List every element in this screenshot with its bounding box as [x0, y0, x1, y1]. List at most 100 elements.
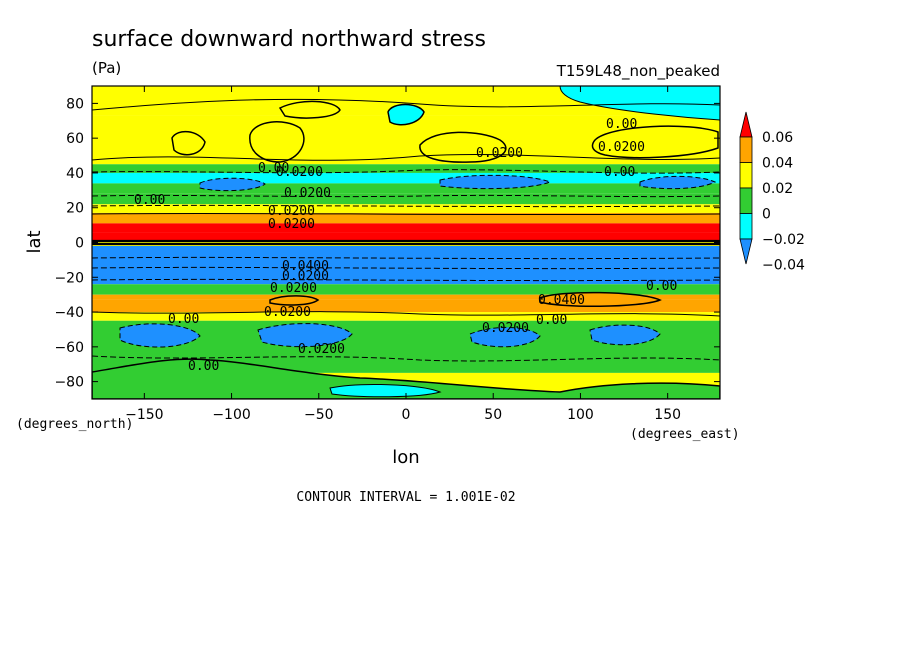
- y-tick-label: 60: [66, 131, 84, 147]
- chart-title: surface downward northward stress: [92, 27, 486, 52]
- contour-label-11: 0.0400: [282, 259, 329, 274]
- colorbar: 0.06 0.04 0.02 0 −0.02 −0.04: [739, 111, 805, 274]
- feature-blob-so-1: [119, 323, 201, 348]
- contour-line-12: [92, 311, 720, 317]
- feature-blob-so-3: [469, 326, 541, 348]
- x-tick-label: −100: [212, 407, 250, 423]
- zonal-band-15: [92, 312, 720, 321]
- feature-blob-blue-2: [439, 174, 552, 190]
- contour-label-19: 0.00: [536, 313, 567, 328]
- contour-label-7: 0.0200: [284, 186, 331, 201]
- y-axis: 80 60 40 20 0 −20 −40 −60 −80: [54, 96, 720, 391]
- feature-blob-ant-1: [92, 358, 720, 399]
- colorbar-label: 0.02: [762, 181, 793, 197]
- feature-blob-so-2: [257, 323, 353, 348]
- y-units-label: (degrees_north): [16, 417, 133, 432]
- contour-line-2: [92, 153, 720, 161]
- contour-label-15: 0.0200: [270, 281, 317, 296]
- plot-area: 0.00 0.0200 0.00 0.0200 0.0200 0.00 0.02…: [92, 86, 720, 399]
- feature-blob-cyan-2: [559, 86, 720, 121]
- colorbar-label: 0.06: [762, 130, 793, 146]
- feature-blob-ant-2: [329, 384, 442, 398]
- feature-blob-orange-2: [269, 295, 320, 306]
- zonal-band-11: [92, 245, 720, 285]
- y-tick-label: 40: [66, 166, 84, 182]
- x-tick-label: 50: [484, 407, 502, 423]
- contour-labels: 0.00 0.0200 0.00 0.0200 0.0200 0.00 0.02…: [134, 117, 677, 374]
- contour-label-17: 0.00: [168, 312, 199, 327]
- contour-label-6: 0.00: [258, 161, 289, 176]
- colorbar-cell: [739, 162, 753, 189]
- contour-label-21: 0.00: [188, 359, 219, 374]
- contour-line-9: [92, 256, 720, 260]
- feature-blob-nh-1: [249, 121, 305, 163]
- y-tick-label: −60: [54, 340, 84, 356]
- contour-label-1: 0.00: [606, 117, 637, 132]
- y-tick-label: 80: [66, 96, 84, 112]
- contour-label-8: 0.00: [134, 193, 165, 208]
- feature-blob-orange-1: [539, 291, 662, 307]
- contour-line-11: [92, 278, 720, 282]
- zonal-band-13: [92, 294, 720, 300]
- contour-label-10: 0.0200: [268, 217, 315, 232]
- contour-label-4: 0.0200: [476, 146, 523, 161]
- contour-line-4: [92, 194, 720, 198]
- zonal-band-12: [92, 284, 720, 295]
- y-axis-label: lat: [24, 230, 45, 253]
- zonal-band-5: [92, 193, 720, 205]
- y-tick-label: 20: [66, 201, 84, 217]
- zonal-band-3: [92, 172, 720, 184]
- contour-line-10: [92, 266, 720, 270]
- feature-blob-nh-4: [278, 100, 341, 119]
- x-units-label: (degrees_east): [630, 427, 740, 442]
- x-axis: −150 −100 −50 0 50 100 150: [125, 86, 681, 423]
- x-axis-label: lon: [392, 447, 419, 468]
- zonal-band-4: [92, 183, 720, 194]
- contour-label-14: 0.00: [646, 279, 677, 294]
- contour-line-6: [92, 212, 720, 216]
- units-label: (Pa): [92, 59, 121, 77]
- x-tick-label: −150: [125, 407, 163, 423]
- contour-interval-text: CONTOUR INTERVAL = 1.001E-02: [296, 490, 515, 505]
- zonal-band-2: [92, 164, 720, 173]
- y-tick-label: −80: [54, 375, 84, 391]
- contour-label-16: 0.0200: [264, 305, 311, 320]
- x-tick-label: 0: [402, 407, 411, 423]
- contour-lines: [92, 98, 720, 362]
- contour-label-3: 0.00: [604, 165, 635, 180]
- contour-label-5: 0.0200: [276, 165, 323, 180]
- y-tick-label: 0: [75, 236, 84, 252]
- zonal-band-6: [92, 204, 720, 213]
- colorbar-cell: [739, 213, 753, 240]
- colorbar-label: 0: [762, 207, 771, 223]
- feature-blob-nh-5: [171, 130, 206, 156]
- colorbar-label: −0.04: [762, 258, 805, 274]
- contour-label-20: 0.0200: [298, 342, 345, 357]
- feature-blob-blue-1: [199, 177, 266, 192]
- contour-label-12: 0.0200: [282, 269, 329, 284]
- contour-line-3: [92, 169, 720, 174]
- colorbar-extend-max: [739, 111, 753, 138]
- feature-blob-blue-3: [639, 175, 717, 190]
- colorbar-cell: [739, 136, 753, 163]
- y-tick-label: −40: [54, 305, 84, 321]
- x-tick-label: 150: [654, 407, 681, 423]
- zonal-band-7: [92, 212, 720, 224]
- contour-line-1: [92, 98, 720, 111]
- colorbar-label: −0.02: [762, 232, 805, 248]
- contour-line-5: [92, 204, 720, 208]
- feature-blob-cyan-1: [387, 103, 425, 126]
- contour-label-2: 0.0200: [598, 140, 645, 155]
- contour-label-13: 0.0400: [538, 293, 585, 308]
- contour-label-18: 0.0200: [482, 321, 529, 336]
- feature-blob-nh-3: [591, 125, 719, 159]
- contour-line-13: [92, 355, 720, 362]
- y-tick-label: −20: [54, 270, 84, 286]
- zonal-band-9: [92, 232, 720, 241]
- x-tick-label: −50: [304, 407, 334, 423]
- zonal-band-8: [92, 223, 720, 233]
- contour-label-9: 0.0200: [268, 204, 315, 219]
- feature-blob-so-4: [589, 324, 661, 346]
- colorbar-label: 0.04: [762, 156, 793, 172]
